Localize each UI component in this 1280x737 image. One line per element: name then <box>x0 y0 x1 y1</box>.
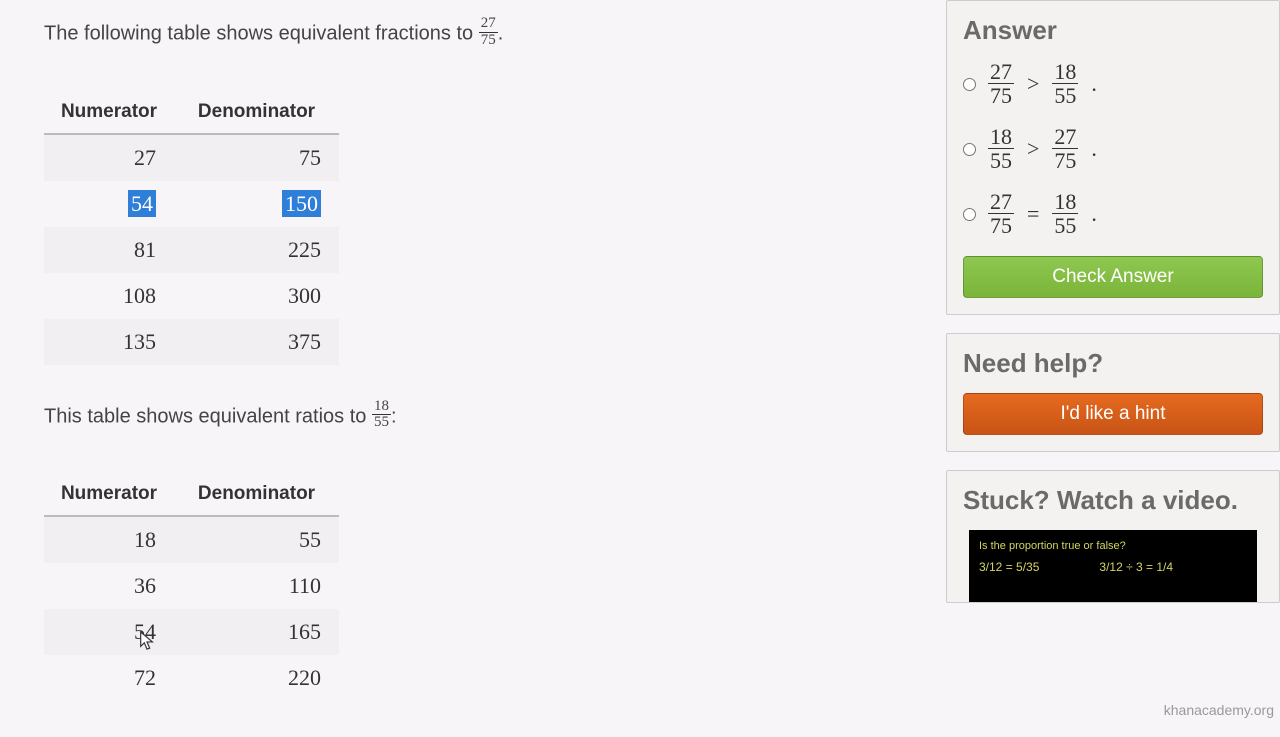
table-row: 18 55 <box>44 516 339 563</box>
intro-text-1: The following table shows equivalent fra… <box>44 18 924 51</box>
answer-choice-2[interactable]: 1855 > 2775 . <box>963 125 1263 172</box>
choice-expression: 2775 > 1855 . <box>988 60 1105 107</box>
table-row: 135 375 <box>44 319 339 365</box>
intro2-prefix: This table shows equivalent ratios to <box>44 405 372 427</box>
choice-expression: 2775 = 1855 . <box>988 190 1105 237</box>
table-row: 72 220 <box>44 655 339 701</box>
intro1-suffix: . <box>498 23 504 45</box>
intro1-fraction: 27 75 <box>479 16 498 49</box>
table-row: 27 75 <box>44 134 339 181</box>
highlighted-cell: 54 <box>128 190 156 217</box>
watermark: khanacademy.org <box>1164 702 1274 718</box>
answer-panel: Answer 2775 > 1855 . 1855 > 2775 . 2775 <box>946 0 1280 315</box>
hint-button[interactable]: I'd like a hint <box>963 393 1263 435</box>
video-panel: Stuck? Watch a video. Is the proportion … <box>946 470 1280 603</box>
table-row: 81 225 <box>44 227 339 273</box>
equiv-table-2: Numerator Denominator 18 55 36 110 54 16… <box>44 473 339 701</box>
check-answer-button[interactable]: Check Answer <box>963 256 1263 298</box>
th-denominator: Denominator <box>174 91 339 134</box>
main-content: The following table shows equivalent fra… <box>44 18 924 737</box>
video-heading: Stuck? Watch a video. <box>963 485 1263 516</box>
answer-choice-3[interactable]: 2775 = 1855 . <box>963 190 1263 237</box>
table-row: 54 150 <box>44 181 339 227</box>
intro2-suffix: : <box>391 405 397 427</box>
help-panel: Need help? I'd like a hint <box>946 333 1280 452</box>
radio-choice-3[interactable] <box>963 208 976 221</box>
intro2-fraction: 18 55 <box>372 399 391 432</box>
answer-choice-1[interactable]: 2775 > 1855 . <box>963 60 1263 107</box>
video-expressions: 3/12 = 5/35 3/12 ÷ 3 = 1/4 <box>979 560 1247 574</box>
radio-choice-1[interactable] <box>963 78 976 91</box>
sidebar: Answer 2775 > 1855 . 1855 > 2775 . 2775 <box>946 0 1280 621</box>
radio-choice-2[interactable] <box>963 143 976 156</box>
video-question-text: Is the proportion true or false? <box>979 540 1247 552</box>
table-row: 108 300 <box>44 273 339 319</box>
table-row: 36 110 <box>44 563 339 609</box>
th-numerator: Numerator <box>44 91 174 134</box>
intro1-prefix: The following table shows equivalent fra… <box>44 23 479 45</box>
help-heading: Need help? <box>963 348 1263 379</box>
video-thumbnail[interactable]: Is the proportion true or false? 3/12 = … <box>969 530 1257 602</box>
intro-text-2: This table shows equivalent ratios to 18… <box>44 401 924 434</box>
equiv-table-1: Numerator Denominator 27 75 54 150 81 22… <box>44 91 339 365</box>
highlighted-cell: 150 <box>282 190 321 217</box>
answer-heading: Answer <box>963 15 1263 46</box>
th-denominator: Denominator <box>174 473 339 516</box>
table-row: 54 165 <box>44 609 339 655</box>
choice-expression: 1855 > 2775 . <box>988 125 1105 172</box>
th-numerator: Numerator <box>44 473 174 516</box>
